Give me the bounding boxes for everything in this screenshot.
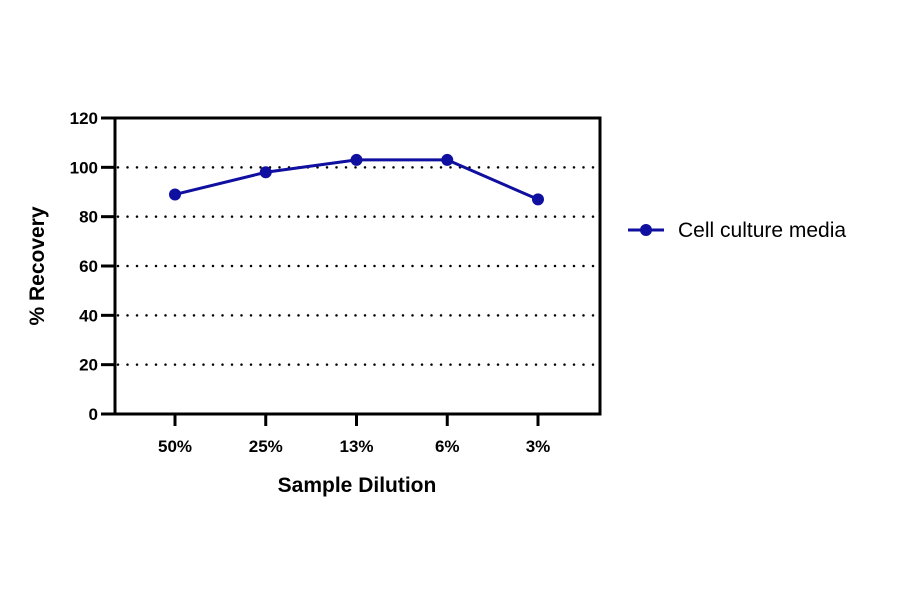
x-tick-label: 6% — [435, 437, 460, 456]
y-tick-label: 80 — [79, 208, 98, 227]
x-tick-label: 50% — [158, 437, 192, 456]
gridlines — [116, 166, 600, 366]
x-axis-ticks: 50% 25% 13% 6% 3% — [158, 414, 550, 456]
legend-label: Cell culture media — [678, 219, 846, 242]
data-point — [169, 188, 181, 201]
data-point — [441, 153, 454, 166]
x-tick-label: 25% — [249, 437, 283, 456]
legend-dot-marker — [640, 224, 652, 236]
legend: Cell culture media — [628, 219, 846, 242]
x-tick-label: 3% — [526, 437, 551, 456]
y-axis-ticks: 0 20 40 60 80 100 120 — [70, 109, 115, 424]
series-layer — [169, 153, 544, 206]
y-tick-label: 0 — [89, 405, 98, 424]
data-point — [532, 193, 544, 206]
x-axis-label: Sample Dilution — [278, 474, 437, 497]
y-tick-label: 100 — [70, 158, 98, 177]
data-point — [259, 166, 272, 179]
data-point — [350, 153, 363, 166]
y-tick-label: 120 — [70, 109, 98, 128]
y-tick-label: 20 — [79, 356, 98, 375]
y-tick-label: 60 — [79, 257, 98, 276]
x-tick-label: 13% — [339, 437, 373, 456]
y-tick-label: 40 — [79, 306, 98, 325]
y-axis-label: % Recovery — [26, 206, 49, 325]
